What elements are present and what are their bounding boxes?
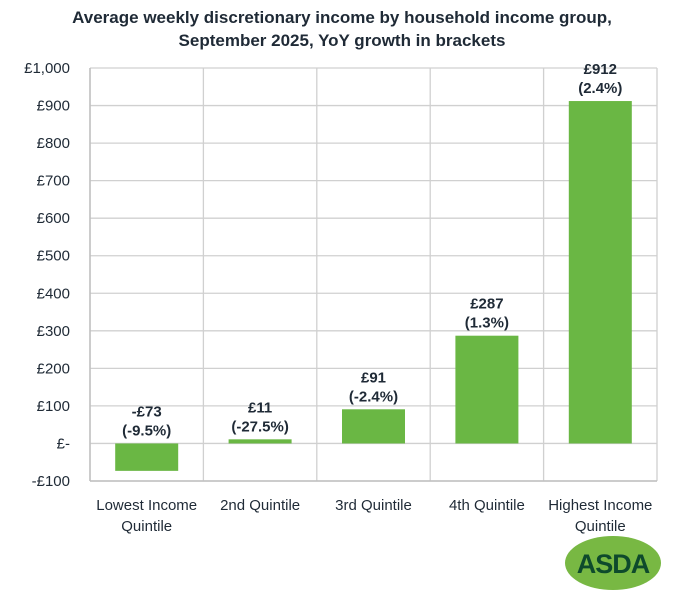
bar bbox=[115, 443, 179, 471]
bar bbox=[342, 409, 405, 444]
data-label-value: £91 bbox=[361, 369, 386, 386]
y-tick-label: £700 bbox=[37, 173, 70, 190]
x-tick-label: 4th Quintile bbox=[449, 497, 525, 514]
data-label-value: £912 bbox=[584, 61, 617, 78]
x-tick-label: Quintile bbox=[575, 518, 626, 535]
data-label-growth: (1.3%) bbox=[465, 315, 509, 332]
asda-logo bbox=[565, 536, 661, 590]
bar bbox=[228, 439, 292, 444]
y-tick-label: £400 bbox=[37, 285, 70, 302]
y-tick-label: -£100 bbox=[32, 473, 70, 490]
data-label-growth: (-9.5%) bbox=[122, 422, 171, 439]
y-tick-label: £600 bbox=[37, 210, 70, 227]
data-label-value: £287 bbox=[470, 296, 503, 313]
chart-title-line1: Average weekly discretionary income by h… bbox=[72, 8, 612, 27]
y-tick-label: £300 bbox=[37, 323, 70, 340]
data-label-growth: (-27.5%) bbox=[231, 418, 289, 435]
data-label-growth: (2.4%) bbox=[578, 80, 622, 97]
y-tick-label: £500 bbox=[37, 248, 70, 265]
asda-logo-text: ASDA bbox=[577, 549, 650, 579]
y-tick-label: £1,000 bbox=[24, 60, 70, 77]
data-label-value: £11 bbox=[248, 399, 272, 416]
x-tick-label: 3rd Quintile bbox=[335, 497, 412, 514]
y-tick-label: £- bbox=[57, 435, 70, 452]
x-tick-label: Lowest Income bbox=[96, 497, 197, 514]
y-tick-label: £800 bbox=[37, 135, 70, 152]
bar bbox=[455, 335, 519, 444]
y-tick-label: £200 bbox=[37, 360, 70, 377]
x-tick-label: 2nd Quintile bbox=[220, 497, 300, 514]
y-tick-label: £100 bbox=[37, 398, 70, 415]
data-label-value: -£73 bbox=[132, 403, 162, 420]
x-tick-label: Quintile bbox=[121, 518, 172, 535]
chart-title: Average weekly discretionary income by h… bbox=[0, 6, 684, 52]
data-label-growth: (-2.4%) bbox=[349, 388, 398, 405]
x-tick-label: Highest Income bbox=[548, 497, 652, 514]
chart-title-line2: September 2025, YoY growth in brackets bbox=[178, 31, 506, 50]
bar bbox=[568, 101, 632, 444]
y-tick-label: £900 bbox=[37, 98, 70, 115]
